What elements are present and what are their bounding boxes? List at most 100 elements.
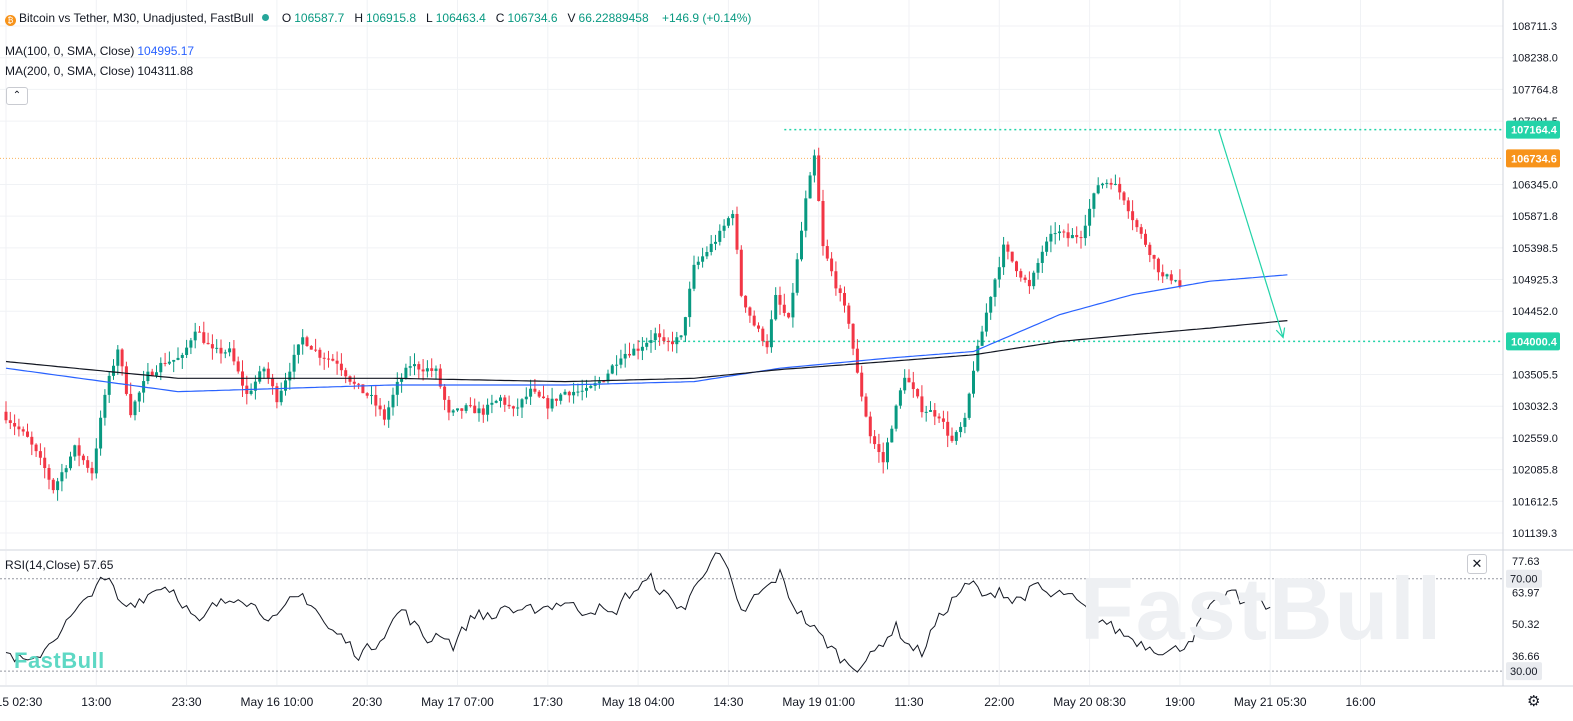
time-tick-label: May 20 08:30 (1053, 695, 1126, 709)
candle-body (370, 394, 373, 396)
candle-body (554, 398, 558, 401)
candle-body (26, 431, 29, 437)
candle-body (271, 378, 275, 387)
price-tick-label: 107764.8 (1512, 84, 1558, 96)
candle-body (997, 267, 1001, 280)
price-axis: 108711.3108238.0107764.8107291.5106345.0… (1506, 21, 1560, 681)
rsi-legend[interactable]: RSI(14,Close) 57.65 (5, 558, 113, 572)
candle-body (735, 213, 739, 250)
candle-body (597, 381, 601, 384)
candle-body (1079, 237, 1083, 239)
candle-body (56, 481, 60, 491)
candle-body (1066, 232, 1070, 239)
candle-body (4, 411, 8, 421)
close-rsi-button[interactable]: ✕ (1467, 554, 1487, 574)
candle-body (185, 347, 189, 355)
candle-body (847, 305, 851, 324)
candle-body (86, 460, 90, 468)
candle-body (537, 391, 541, 397)
candle-body (357, 383, 361, 385)
ohlc-value-h: 106915.8 (365, 11, 417, 25)
candle-body (180, 354, 184, 358)
candle-body (395, 381, 399, 395)
candlesticks (4, 147, 1182, 501)
candle-body (490, 402, 494, 405)
candle-body (155, 372, 158, 376)
candle-body (374, 394, 378, 406)
candle-body (563, 391, 567, 395)
candle-body (748, 307, 752, 316)
candle-body (916, 389, 920, 397)
candle-body (873, 436, 877, 445)
candle-body (671, 341, 674, 345)
candle-body (812, 155, 816, 176)
candle-body (1092, 193, 1096, 209)
ma100-value: 104995.17 (137, 44, 195, 58)
ohlc-key-l: L (426, 11, 433, 25)
candle-body (782, 304, 786, 313)
candle-body (1131, 211, 1135, 221)
candle-body (159, 362, 163, 373)
level-price-tag-bg (1506, 120, 1560, 139)
candle-body (722, 225, 726, 231)
candle-body (709, 243, 713, 253)
candle-body (262, 368, 266, 372)
candle-body (817, 155, 821, 201)
current-price-tag: 106734.6 (1511, 153, 1557, 165)
candle-body (408, 366, 412, 368)
rsi-level-tag: 30.00 (1510, 666, 1538, 678)
candle-body (477, 408, 481, 414)
candle-body (645, 342, 649, 347)
collapse-legend-button[interactable]: ⌃ (6, 87, 28, 105)
candle-body (400, 378, 404, 382)
candle-body (30, 436, 34, 445)
candle-body (301, 337, 305, 345)
candle-body (619, 358, 623, 365)
candle-body (529, 388, 533, 397)
candle-body (666, 341, 670, 343)
time-tick-label: 14:30 (713, 695, 743, 709)
candle-body (963, 417, 967, 427)
candle-body (1113, 183, 1117, 185)
candle-body (1023, 277, 1027, 280)
candle-body (881, 452, 885, 463)
candle-body (838, 288, 842, 293)
candle-body (967, 393, 971, 418)
candle-body (292, 354, 296, 372)
candle-body (933, 410, 937, 417)
settings-button[interactable]: ⚙ (1527, 692, 1540, 710)
candle-body (559, 394, 563, 401)
candle-body (546, 398, 550, 409)
candle-body (460, 408, 464, 411)
candle-body (176, 357, 180, 360)
candle-body (860, 372, 864, 397)
candle-body (636, 348, 640, 351)
candle-body (51, 479, 55, 491)
candle-body (778, 294, 782, 305)
candle-body (172, 359, 176, 362)
candle-body (653, 333, 657, 341)
status-dot-icon (261, 14, 269, 21)
price-tick-label: 101612.5 (1512, 496, 1558, 508)
candle-body (765, 341, 769, 348)
rsi-level-tag-bg (1506, 569, 1542, 588)
candle-body (924, 411, 928, 413)
candle-body (1135, 220, 1139, 228)
candle-body (774, 294, 778, 320)
candle-body (516, 407, 520, 409)
candle-body (331, 358, 335, 361)
candle-body (894, 405, 898, 429)
candle-body (886, 442, 889, 463)
candle-body (503, 397, 507, 405)
candle-body (486, 404, 490, 415)
candle-body (1152, 255, 1156, 259)
candle-body (941, 418, 945, 422)
candle-body (8, 420, 12, 424)
candle-body (335, 360, 339, 364)
ma100-legend[interactable]: MA(100, 0, SMA, Close) 104995.17 (5, 44, 194, 58)
projection-arrow (1218, 129, 1286, 339)
candle-body (352, 381, 356, 384)
ma200-legend[interactable]: MA(200, 0, SMA, Close) 104311.88 (5, 64, 193, 78)
price-tick-label: 105871.8 (1512, 211, 1558, 223)
